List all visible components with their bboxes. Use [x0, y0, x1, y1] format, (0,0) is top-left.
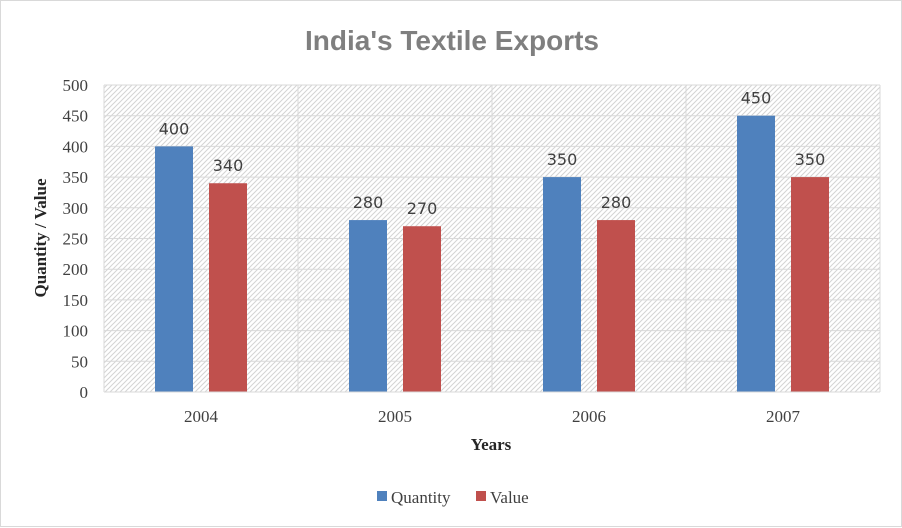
data-label: 400 — [159, 119, 190, 138]
legend-swatch-value — [476, 491, 486, 501]
data-label: 450 — [741, 89, 772, 108]
legend-label-value: Value — [490, 488, 529, 507]
y-tick-label: 500 — [63, 76, 89, 95]
legend: Quantity Value — [377, 488, 529, 507]
legend-label-quantity: Quantity — [391, 488, 451, 507]
bar-quantity-2005 — [349, 220, 387, 392]
x-tick-label: 2006 — [572, 407, 606, 426]
y-tick-label: 350 — [63, 168, 89, 187]
data-label: 280 — [601, 193, 632, 212]
bar-quantity-2007 — [737, 115, 775, 392]
y-tick-label: 450 — [63, 107, 89, 126]
y-axis-title: Quantity / Value — [31, 178, 50, 297]
x-tick-label: 2004 — [184, 407, 219, 426]
y-tick-label: 400 — [63, 137, 89, 156]
legend-swatch-quantity — [377, 491, 387, 501]
bar-quantity-2004 — [155, 146, 193, 392]
bar-value-2004 — [209, 183, 247, 392]
bar-value-2007 — [791, 177, 829, 392]
x-tick-label: 2005 — [378, 407, 412, 426]
y-tick-label: 250 — [63, 230, 89, 249]
y-tick-label: 200 — [63, 260, 89, 279]
y-tick-label: 50 — [71, 352, 88, 371]
y-tick-label: 0 — [80, 383, 89, 402]
y-tick-label: 100 — [63, 322, 89, 341]
data-label: 270 — [407, 199, 438, 218]
bar-value-2006 — [597, 220, 635, 392]
data-label: 350 — [547, 150, 578, 169]
plot-area: 0 50 100 150 200 250 300 350 400 450 500 400 340 2004… — [63, 76, 881, 426]
x-tick-label: 2007 — [766, 407, 801, 426]
bar-quantity-2006 — [543, 177, 581, 392]
data-label: 340 — [213, 156, 244, 175]
x-axis-title: Years — [471, 435, 512, 454]
y-tick-label: 150 — [63, 291, 89, 310]
y-tick-label: 300 — [63, 199, 89, 218]
chart-title: India's Textile Exports — [305, 25, 599, 56]
data-label: 350 — [795, 150, 826, 169]
bar-value-2005 — [403, 226, 441, 392]
data-label: 280 — [353, 193, 384, 212]
